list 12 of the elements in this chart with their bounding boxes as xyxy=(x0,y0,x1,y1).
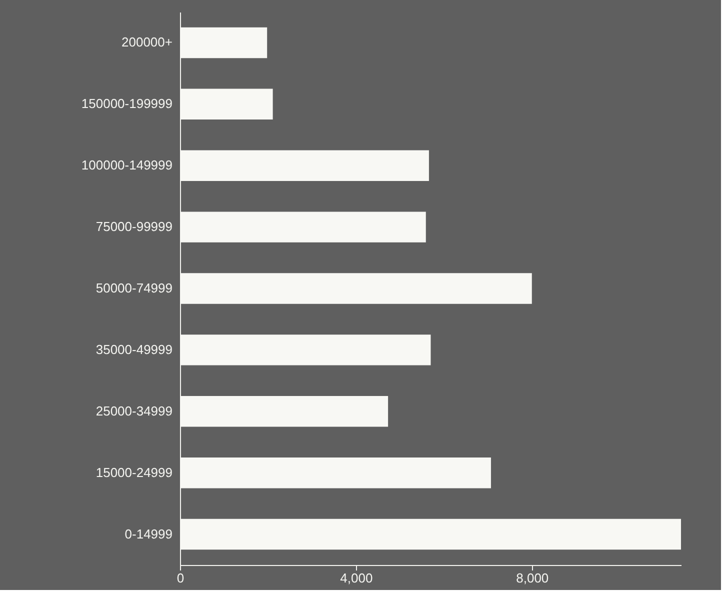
y-tick-label: 50000-74999 xyxy=(96,280,172,296)
y-tick-label: 150000-199999 xyxy=(81,96,172,112)
y-tick-label: 75000-99999 xyxy=(96,219,172,234)
y-tick-label: 100000-149999 xyxy=(81,158,172,173)
x-tick-label: 8,000 xyxy=(516,570,549,586)
y-tick-label: 35000-49999 xyxy=(96,342,172,357)
y-tick-label: 200000+ xyxy=(122,34,172,50)
y-tick-label: 15000-24999 xyxy=(96,464,172,480)
x-tick-label: 0 xyxy=(176,570,184,586)
x-tick-label: 4,000 xyxy=(340,570,373,586)
y-tick-label: 0-14999 xyxy=(124,526,172,542)
y-tick-label: 25000-34999 xyxy=(96,403,172,418)
